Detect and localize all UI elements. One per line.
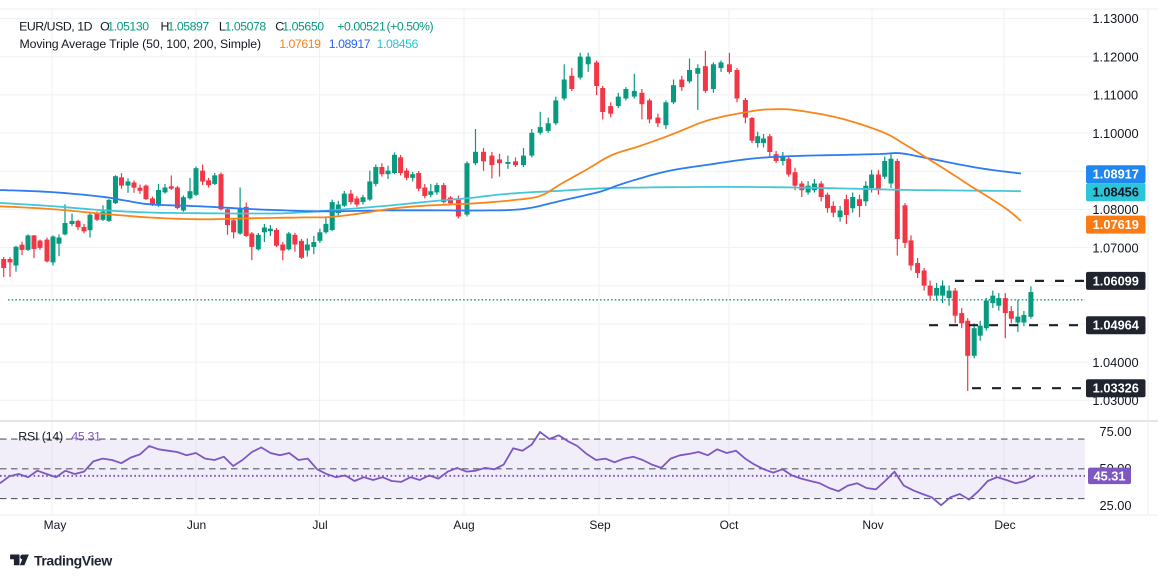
svg-text:1.13000: 1.13000: [1092, 11, 1138, 26]
svg-text:1.08456: 1.08456: [377, 37, 419, 51]
svg-text:Aug: Aug: [453, 518, 474, 532]
svg-text:Jun: Jun: [187, 518, 206, 532]
svg-text:1.03326: 1.03326: [1093, 381, 1139, 396]
svg-text:Nov: Nov: [862, 518, 883, 532]
svg-text:1.11000: 1.11000: [1093, 88, 1138, 103]
svg-text:TradingView: TradingView: [34, 552, 112, 568]
svg-text:25.00: 25.00: [1099, 498, 1131, 513]
svg-text:Sep: Sep: [589, 518, 611, 532]
svg-text:May: May: [44, 518, 67, 532]
svg-text:1.07000: 1.07000: [1092, 240, 1138, 255]
svg-text:1.05897: 1.05897: [168, 19, 210, 33]
svg-text:1.06099: 1.06099: [1093, 273, 1139, 288]
svg-text:1.08917: 1.08917: [329, 37, 371, 51]
svg-text:Jul: Jul: [312, 518, 327, 532]
svg-text:1.05650: 1.05650: [282, 19, 324, 33]
svg-text:(+0.50%): (+0.50%): [387, 19, 434, 33]
svg-text:EUR/USD, 1D: EUR/USD, 1D: [19, 19, 93, 33]
svg-text:+0.00521: +0.00521: [337, 19, 386, 33]
svg-text:1.10000: 1.10000: [1092, 126, 1138, 141]
svg-text:RSI (14): RSI (14): [18, 429, 63, 443]
svg-text:1.05078: 1.05078: [225, 19, 267, 33]
svg-text:1.05130: 1.05130: [107, 19, 149, 33]
svg-text:Moving Average Triple (50, 100: Moving Average Triple (50, 100, 200, Sim…: [20, 37, 261, 51]
svg-text:45.31: 45.31: [71, 429, 101, 443]
svg-text:1.04964: 1.04964: [1093, 318, 1140, 333]
svg-text:Oct: Oct: [720, 518, 739, 532]
svg-text:C: C: [275, 19, 284, 33]
svg-text:1.04000: 1.04000: [1092, 355, 1138, 370]
svg-text:1.08000: 1.08000: [1092, 202, 1138, 217]
svg-text:1.12000: 1.12000: [1092, 49, 1138, 64]
svg-text:Dec: Dec: [994, 518, 1015, 532]
svg-text:O: O: [100, 19, 109, 33]
svg-text:1.08456: 1.08456: [1093, 185, 1139, 200]
svg-text:75.00: 75.00: [1099, 424, 1131, 439]
svg-text:H: H: [161, 19, 169, 33]
svg-text:1.07619: 1.07619: [1093, 217, 1139, 232]
svg-text:1.08917: 1.08917: [1093, 167, 1139, 182]
svg-text:45.31: 45.31: [1093, 468, 1125, 483]
svg-text:1.07619: 1.07619: [279, 37, 321, 51]
svg-text:L: L: [219, 19, 226, 33]
